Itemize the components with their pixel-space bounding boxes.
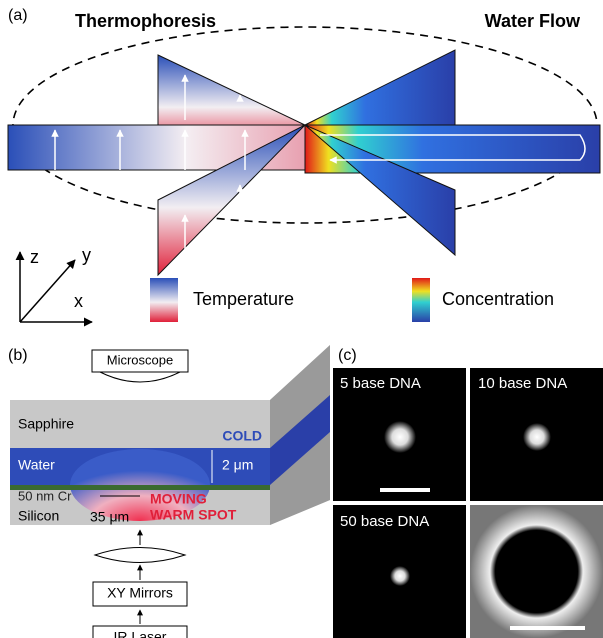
image-label: 10 base DNA bbox=[478, 375, 567, 392]
lens bbox=[95, 548, 185, 563]
legend-concentration: Concentration bbox=[442, 289, 554, 309]
image-label: 5 base DNA bbox=[340, 375, 421, 392]
cold: COLD bbox=[222, 428, 262, 444]
dna-spot bbox=[390, 566, 410, 586]
sapphire: Sapphire bbox=[18, 416, 74, 432]
axis-x: x bbox=[74, 291, 83, 311]
water: Water bbox=[18, 457, 55, 473]
image bbox=[470, 505, 603, 638]
image-label: 50 base DNA bbox=[340, 513, 429, 530]
dna-spot bbox=[384, 421, 416, 453]
panel-label: (a) bbox=[8, 7, 28, 24]
microscope: Microscope bbox=[107, 352, 173, 367]
chromium: 50 nm Cr bbox=[18, 488, 72, 503]
thickness: 2 μm bbox=[222, 457, 253, 473]
axis-y: y bbox=[82, 245, 91, 265]
title-left: Thermophoresis bbox=[75, 11, 216, 31]
dna-spot bbox=[523, 423, 551, 451]
laser: IR Laser bbox=[114, 629, 167, 638]
silicon: Silicon bbox=[18, 508, 59, 524]
distance: 35 μm bbox=[90, 509, 129, 525]
shape bbox=[20, 260, 75, 322]
warm-spot-line1: MOVING bbox=[150, 491, 207, 507]
axis-z: z bbox=[30, 247, 39, 267]
blades bbox=[8, 50, 600, 275]
legend-temperature: Temperature bbox=[193, 289, 294, 309]
shape bbox=[305, 50, 455, 130]
concentration-swatch bbox=[412, 278, 430, 322]
panel-label: (b) bbox=[8, 347, 28, 364]
title-right: Water Flow bbox=[485, 11, 581, 31]
mirrors: XY Mirrors bbox=[107, 585, 173, 601]
panel-label: (c) bbox=[338, 347, 357, 364]
warm-spot-line2: WARM SPOT bbox=[150, 507, 237, 523]
figure: (a) Thermophoresis Water Flow z y x Temp… bbox=[0, 0, 603, 638]
temperature-swatch bbox=[150, 278, 178, 322]
